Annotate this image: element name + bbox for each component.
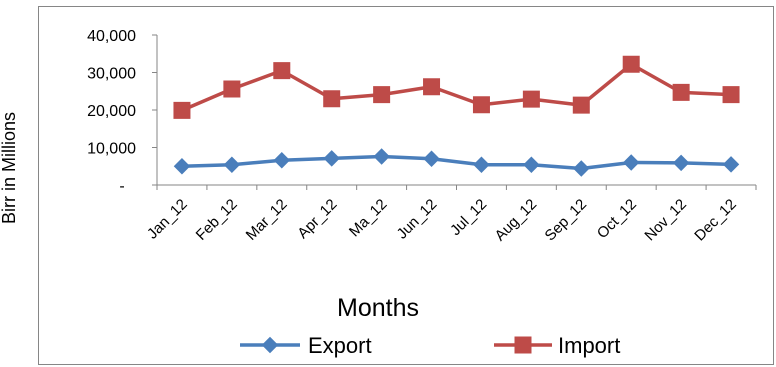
x-tick-label: Jun_12: [394, 196, 441, 243]
import-data-point: [323, 90, 341, 108]
x-tick-label: Oct_12: [594, 196, 640, 242]
x-tick-label: Feb_12: [193, 196, 241, 244]
import-data-point: [173, 101, 191, 119]
x-tick-label: Mar_12: [243, 196, 291, 244]
import-data-point: [672, 83, 690, 101]
x-tick-label: Jan_12: [144, 196, 191, 243]
x-tick-label: Apr_12: [294, 196, 340, 242]
export-data-point: [672, 154, 690, 172]
import-data-point: [572, 96, 590, 114]
x-tick-label: Ma_12: [346, 196, 390, 240]
export-data-point: [323, 150, 340, 167]
export-data-point: [373, 148, 390, 165]
x-tick-label: Aug_12: [492, 196, 541, 245]
x-tick-label: Jul_12: [447, 196, 490, 239]
y-tick-label: 20,000: [87, 103, 136, 120]
import-data-point: [472, 96, 490, 114]
export-series-line: [181, 154, 732, 171]
y-tick-label: 10,000: [87, 141, 136, 158]
import-data-point: [373, 86, 391, 104]
legend-export-label: Export: [308, 333, 372, 358]
legend-import-label: Import: [558, 333, 620, 358]
legend: Export Import: [240, 333, 620, 358]
export-data-point: [173, 158, 191, 175]
y-tick-label: 40,000: [87, 28, 136, 45]
export-data-point: [523, 156, 540, 173]
import-data-point: [223, 80, 241, 98]
export-data-point: [623, 154, 640, 171]
import-data-point: [622, 55, 640, 73]
import-data-point: [423, 78, 441, 96]
export-data-point: [573, 160, 590, 177]
chart-area-border: [38, 6, 774, 365]
y-tick-label: 30,000: [87, 66, 136, 83]
import-series-line: [181, 62, 732, 112]
x-tick-label: Sep_12: [542, 196, 591, 245]
legend-import-marker: [514, 336, 532, 354]
import-data-point: [522, 90, 540, 108]
export-data-point: [473, 156, 490, 173]
x-tick-label: Dec_12: [691, 196, 740, 245]
legend-export-marker: [261, 336, 279, 354]
import-data-point: [722, 86, 740, 104]
export-data-point: [223, 156, 241, 173]
x-tick-label: Nov_12: [641, 196, 690, 245]
plot-area: - 10,000 20,000 30,000 40,000 Jan_12 Feb_12 Mar…: [87, 28, 757, 245]
export-data-point: [273, 152, 290, 169]
export-data-point: [722, 156, 740, 173]
export-data-point: [423, 150, 440, 167]
import-data-point: [273, 62, 291, 80]
x-axis-title: Months: [337, 294, 419, 322]
y-tick-label: -: [119, 178, 124, 195]
y-axis-title: Birr in Millions: [0, 112, 19, 224]
